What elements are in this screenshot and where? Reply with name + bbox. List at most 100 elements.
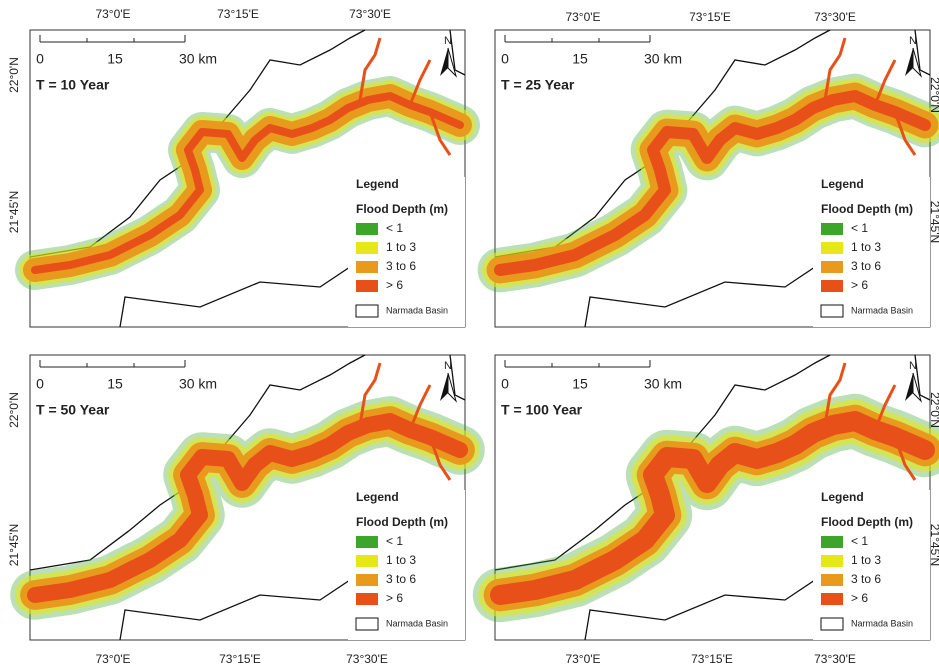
legend-swatch <box>821 223 843 235</box>
flood-deep <box>494 90 931 276</box>
latitude-label: 21°45'N <box>7 524 21 566</box>
basin-boundary <box>494 29 831 258</box>
panel-title: T = 10 Year <box>36 77 110 93</box>
legend-label: Narmada Basin <box>386 618 448 628</box>
legend-swatch <box>355 304 379 318</box>
scale-label: 15 <box>572 51 588 67</box>
north-label: N <box>444 360 452 372</box>
scale-bar <box>504 360 651 368</box>
basin-boundary <box>449 29 466 76</box>
legend-swatch <box>821 536 843 548</box>
legend-label: > 6 <box>851 278 868 292</box>
legend-title: Legend <box>356 490 399 504</box>
legend-label: Narmada Basin <box>386 305 448 315</box>
legend-label: 3 to 6 <box>851 259 881 273</box>
legend-subtitle: Flood Depth (m) <box>356 515 448 529</box>
tributary <box>823 362 917 481</box>
legend-swatch <box>356 555 378 567</box>
flood-deep <box>490 411 935 605</box>
north-arrow <box>440 373 448 401</box>
legend-label: 1 to 3 <box>851 553 881 567</box>
legend-label: 1 to 3 <box>386 553 416 567</box>
latitude-label: 22°0'N <box>928 392 939 428</box>
scale-label: 15 <box>572 376 588 392</box>
north-arrow <box>447 372 458 403</box>
scale-bar <box>39 35 186 43</box>
north-arrow <box>912 372 923 403</box>
tributary <box>823 37 917 156</box>
scale-label: 30 km <box>644 51 682 67</box>
legend-title: Legend <box>356 177 399 191</box>
legend-swatch <box>821 280 843 292</box>
longitude-label: 73°30'E <box>346 652 388 666</box>
legend-swatch <box>821 593 843 605</box>
map-panel: 0 15 30 km T = 10 Year N Legend Flood Depth (m… <box>15 29 480 328</box>
legend-label: 1 to 3 <box>851 240 881 254</box>
basin-boundary <box>29 29 366 258</box>
map-panel: 0 15 30 km T = 100 Year N Legend Flood Depth (… <box>472 354 939 641</box>
legend-swatch <box>820 617 844 631</box>
basin-boundary <box>29 354 366 571</box>
map-panel: 0 15 30 km T = 50 Year N Legend Flood Depth (m… <box>10 354 485 641</box>
north-label: N <box>909 35 917 47</box>
panel-title: T = 25 Year <box>501 77 575 93</box>
scale-label: 0 <box>36 51 44 67</box>
scale-label: 30 km <box>179 51 217 67</box>
north-arrow <box>905 373 913 401</box>
legend-swatch <box>821 555 843 567</box>
basin-boundary <box>914 354 931 401</box>
basin-boundary <box>494 354 831 571</box>
latitude-label: 21°45'N <box>928 201 939 243</box>
scale-label: 15 <box>107 51 123 67</box>
map-panel: 0 15 30 km T = 25 Year N Legend Flood Depth (m… <box>477 29 939 328</box>
legend-subtitle: Flood Depth (m) <box>356 202 448 216</box>
legend-label: 3 to 6 <box>851 572 881 586</box>
north-arrow <box>905 48 913 76</box>
legend-label: 1 to 3 <box>386 240 416 254</box>
latitude-label: 21°45'N <box>928 524 939 566</box>
legend-swatch <box>821 261 843 273</box>
legend-swatch <box>356 593 378 605</box>
scale-bar <box>39 360 186 368</box>
scale-label: 0 <box>501 51 509 67</box>
legend-label: < 1 <box>386 221 403 235</box>
latitude-label: 21°45'N <box>7 191 21 233</box>
legend-label: Narmada Basin <box>851 618 913 628</box>
legend-swatch <box>355 617 379 631</box>
flood-deep <box>31 92 464 274</box>
longitude-label: 73°0'E <box>565 652 600 666</box>
panel-title: T = 50 Year <box>36 402 110 418</box>
legend-label: 3 to 6 <box>386 572 416 586</box>
legend-swatch <box>356 536 378 548</box>
legend-swatch <box>356 280 378 292</box>
legend-swatch <box>356 242 378 254</box>
legend-label: > 6 <box>386 278 403 292</box>
longitude-label: 73°15'E <box>691 652 733 666</box>
legend-label: Narmada Basin <box>851 305 913 315</box>
legend-label: < 1 <box>851 221 868 235</box>
basin-boundary <box>449 354 466 401</box>
flood-deep <box>27 413 468 603</box>
legend-label: > 6 <box>386 591 403 605</box>
legend-subtitle: Flood Depth (m) <box>821 515 913 529</box>
scale-bar <box>504 35 651 43</box>
longitude-label: 73°0'E <box>95 7 130 21</box>
latitude-label: 22°0'N <box>7 57 21 93</box>
longitude-label: 73°0'E <box>95 652 130 666</box>
legend-swatch <box>356 574 378 586</box>
legend-title: Legend <box>821 490 864 504</box>
legend-label: < 1 <box>386 534 403 548</box>
scale-label: 0 <box>36 376 44 392</box>
north-arrow <box>440 48 448 76</box>
longitude-label: 73°30'E <box>814 652 856 666</box>
latitude-label: 22°0'N <box>928 77 939 113</box>
scale-label: 30 km <box>644 376 682 392</box>
legend-swatch <box>821 574 843 586</box>
longitude-label: 73°30'E <box>814 10 856 24</box>
north-arrow <box>912 47 923 78</box>
legend-title: Legend <box>821 177 864 191</box>
longitude-label: 73°0'E <box>565 10 600 24</box>
legend-label: < 1 <box>851 534 868 548</box>
tributary <box>358 362 452 481</box>
